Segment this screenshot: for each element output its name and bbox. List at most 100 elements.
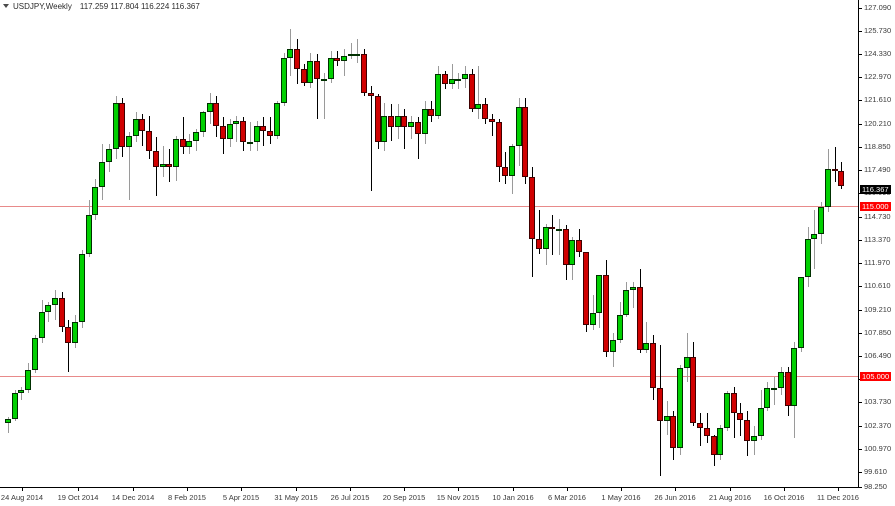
time-tick-label: 14 Dec 2014 <box>111 493 155 502</box>
candle-body-bullish <box>609 340 616 352</box>
candle-body-bullish <box>159 163 166 168</box>
candle-body-bullish <box>777 371 784 389</box>
candle-body-bullish <box>173 139 179 168</box>
candle-body-bearish <box>65 326 72 344</box>
candle-body-bearish <box>495 122 502 168</box>
candle-body-bearish <box>576 240 583 252</box>
candle-body-bearish <box>414 122 421 135</box>
candle-body-bearish <box>582 251 589 326</box>
price-axis[interactable]: 127.090 125.730 124.330 122.970 121.610 120.2… <box>859 0 895 491</box>
resistance-115-line[interactable] <box>0 206 859 207</box>
candle-wick <box>182 117 184 154</box>
time-tick <box>241 488 242 491</box>
candle-body-bullish <box>394 115 401 128</box>
time-tick-label: 1 May 2016 <box>601 493 641 502</box>
price-tick-label: 113.370 <box>864 235 891 244</box>
time-axis[interactable]: 24 Aug 2014 19 Oct 2014 14 Dec 2014 8 Feb 2… <box>0 488 859 506</box>
candle-body-bullish <box>206 102 213 113</box>
time-tick <box>675 488 676 491</box>
candle-body-bearish <box>293 49 300 70</box>
price-tick-label: 124.330 <box>864 49 892 58</box>
price-tick <box>859 426 862 427</box>
candle-wick <box>323 72 325 120</box>
candle-body-bearish <box>334 57 341 61</box>
support-105-line[interactable] <box>0 376 859 377</box>
candle-wick <box>451 64 453 90</box>
price-tick <box>859 263 862 264</box>
candle-body-bullish <box>246 142 253 145</box>
time-axis-line <box>0 487 859 488</box>
candle-body-bearish <box>636 286 643 350</box>
candle-wick <box>404 109 406 149</box>
candle-wick <box>350 42 352 60</box>
candle-wick <box>632 281 634 309</box>
chart-plot-area[interactable] <box>0 0 859 488</box>
candle-body-bearish <box>146 130 153 151</box>
price-tick <box>859 100 862 101</box>
price-tick <box>859 54 862 55</box>
price-tick <box>859 124 862 125</box>
candle-body-bullish <box>455 79 462 82</box>
candle-body-bearish <box>488 119 495 123</box>
candle-body-bearish <box>656 388 663 422</box>
price-tick <box>859 147 862 148</box>
chart-header: USDJPY,Weekly 117.259 117.804 116.224 11… <box>0 0 200 12</box>
candle-body-bullish <box>643 343 650 350</box>
price-tick <box>859 286 862 287</box>
candlestick-series <box>5 29 845 477</box>
price-tick <box>859 333 862 334</box>
candle-body-bullish <box>105 149 112 163</box>
price-tick <box>859 170 862 171</box>
candle-wick <box>68 320 70 372</box>
candle-body-bullish <box>811 233 818 239</box>
candle-body-bullish <box>435 74 442 116</box>
candle-body-bearish <box>650 343 657 389</box>
candle-body-bullish <box>797 276 804 349</box>
candle-body-bullish <box>287 49 294 58</box>
time-tick-label: 15 Nov 2015 <box>436 493 480 502</box>
candle-body-bearish <box>549 227 556 230</box>
time-tick <box>187 488 188 491</box>
candle-body-bearish <box>401 115 408 128</box>
candle-body-bullish <box>542 227 549 249</box>
price-tick-label: 110.610 <box>864 281 891 290</box>
symbol-label: USDJPY,Weekly <box>13 1 72 11</box>
price-tick-label: 102.370 <box>864 421 892 430</box>
candle-body-bearish <box>603 275 610 352</box>
candle-body-bullish <box>112 102 119 149</box>
candle-wick <box>834 147 836 183</box>
candle-body-bearish <box>374 95 381 143</box>
caret-down-icon[interactable] <box>3 4 9 8</box>
candle-body-bearish <box>441 74 448 85</box>
time-tick <box>838 488 839 491</box>
candle-body-bullish <box>616 315 623 340</box>
candle-body-bearish <box>300 69 307 83</box>
candle-body-bullish <box>757 408 764 437</box>
candle-wick <box>491 114 493 136</box>
time-tick-label: 8 Feb 2015 <box>168 493 206 502</box>
candle-body-bullish <box>85 215 92 254</box>
candle-body-bullish <box>78 253 85 322</box>
time-tick <box>621 488 622 491</box>
price-tick <box>859 77 862 78</box>
candle-body-bearish <box>166 163 173 168</box>
price-tick-label: 106.490 <box>864 351 892 360</box>
candle-body-bearish <box>730 393 737 414</box>
candle-wick <box>128 132 130 201</box>
candle-body-bullish <box>596 275 603 314</box>
candle-wick <box>317 54 319 120</box>
candle-body-bullish <box>824 168 831 208</box>
candle-body-bearish <box>703 428 710 437</box>
level-115-label: 115.000 <box>860 202 891 211</box>
price-tick-label: 122.970 <box>864 72 892 81</box>
candle-body-bullish <box>750 436 757 442</box>
price-tick <box>859 217 862 218</box>
candle-body-bullish <box>683 356 690 369</box>
candle-wick <box>417 117 419 159</box>
candle-body-bullish <box>717 428 724 455</box>
candle-wick <box>559 218 561 256</box>
candle-wick <box>357 39 359 63</box>
candle-body-bearish <box>502 167 509 176</box>
candle-body-bearish <box>529 177 536 239</box>
candle-wick <box>538 210 540 254</box>
